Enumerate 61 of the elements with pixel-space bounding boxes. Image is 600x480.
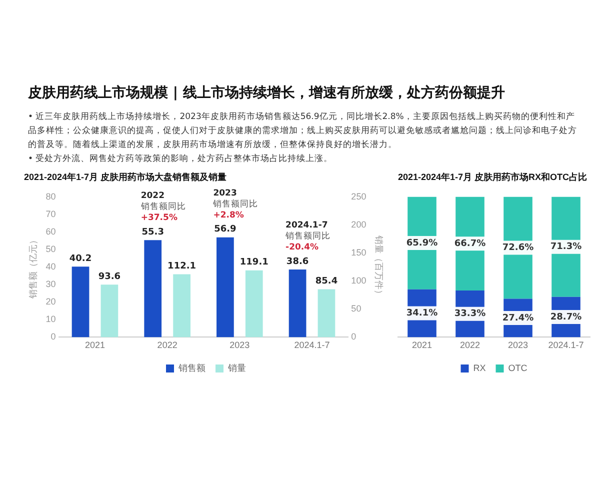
data-label: 85.4 [315,276,338,287]
data-label: 72.6% [502,243,534,254]
x-tick-label: 2022 [157,340,178,350]
data-label: 34.1% [406,308,438,319]
data-label: 55.3 [142,227,164,238]
y2-axis-title: 销量（百万件） [374,234,384,298]
data-label: 112.1 [168,262,196,272]
bar [216,237,234,338]
y-tick-label: 10 [46,314,56,324]
legend-label: RX [473,362,486,373]
y-tick-label: 20 [46,296,56,307]
x-tick-label: 2024.1-7 [548,340,584,350]
x-tick-label: 2023 [230,340,250,350]
data-label: 56.9 [214,224,236,235]
y-tick-label: 0 [50,332,56,342]
chart-title: 2021-2024年1-7月 皮肤用药市场RX和OTC占比 [398,172,588,182]
text: • 近三年皮肤用药线上市场持续增长，2023年皮肤用药市场销售额达56.9亿元，同比增长2.8%，主要原因包括线上购买药物的便利性和产品多样性；公众健康意识的提高，促使人们对于皮肤健康的需求增加；线上购买皮肤用药可以避免敏感或者尴尬问题；线上问诊和电子处方的普及等。随着线上渠道的发展，皮肤用药市场增速有所放缓，但整体保持良好的增长潜力。 [28,110,578,152]
bar [72,266,90,338]
data-label: 33.3% [454,309,486,320]
y-axis-title: 销售额（亿元） [28,236,38,300]
legend-label: 销量 [227,362,246,373]
data-label: 40.2 [69,254,92,264]
y-tick-label: 30 [46,279,56,290]
y-tick-label: 80 [46,191,56,202]
data-label: 38.6 [286,256,309,267]
legend-label: 销售额 [178,362,206,373]
data-label: 28.7% [550,312,582,322]
bar [288,269,306,338]
annotation: 2022 销售额同比 +37.5% [140,191,186,224]
annotation: 2024.1-7 销售额同比 -20.4% [284,220,331,252]
data-label: 93.6 [98,272,121,282]
bar [318,289,336,338]
y-tick-label: 70 [46,208,56,219]
data-label: 66.7% [454,238,486,249]
x-tick-label: 2021 [84,340,105,350]
annotation: 2023 销售额同比 +2.8% [212,188,258,220]
y2-tick-label: 150 [351,247,366,258]
data-label: 71.3% [550,242,582,252]
x-tick-label: 2022 [460,340,480,350]
bar [245,270,263,338]
y2-tick-label: 200 [351,219,366,230]
data-label: 65.9% [406,238,438,248]
bar [144,240,162,338]
y-tick-label: 50 [46,244,56,254]
x-tick-label: 2021 [412,340,432,350]
text: 皮肤用药线上市场规模 | 线上市场持续增长，增速有所放缓，处方药份额提升 [28,84,506,102]
y-tick-label: 60 [46,226,56,236]
data-label: 119.1 [240,258,268,268]
y2-tick-label: 50 [351,304,362,314]
x-tick-label: 2024.1-7 [294,340,330,350]
bar [100,284,118,338]
text: • 受处方外流、网售处方药等政策的影响，处方药占整体市场占比持续上涨。 [28,152,334,166]
y2-tick-label: 250 [351,191,366,202]
y2-tick-label: 100 [351,276,366,286]
y-tick-label: 40 [46,261,56,272]
legend-label: OTC [508,362,528,373]
bar [173,274,190,338]
x-tick-label: 2023 [508,340,528,350]
chart-title: 2021-2024年1-7月 皮肤用药市场大盘销售额及销量 [24,172,227,182]
data-label: 27.4% [502,313,534,324]
y2-tick-label: 0 [351,332,356,342]
